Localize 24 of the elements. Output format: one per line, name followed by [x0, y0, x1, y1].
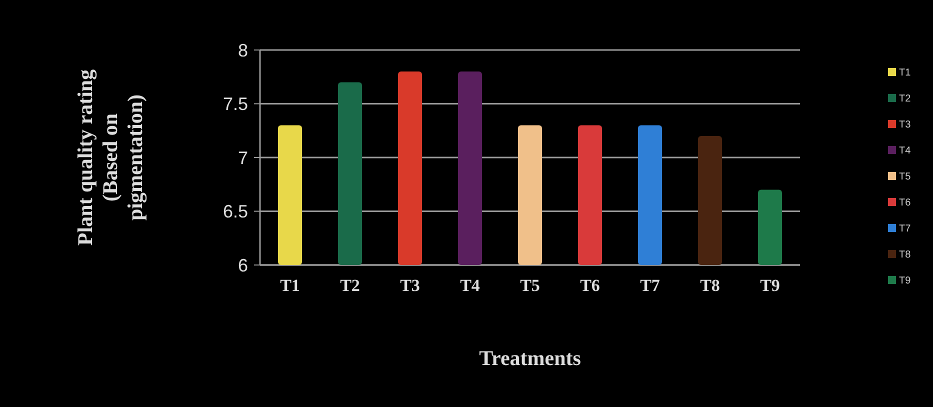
x-tick-label: T3 [400, 276, 420, 295]
legend-label: T8 [899, 250, 912, 260]
legend-label: T3 [899, 120, 912, 130]
y-tick-label: 6 [238, 255, 248, 276]
legend-label: T6 [899, 198, 912, 208]
legend-label: T1 [899, 68, 912, 78]
y-tick-label: 8 [238, 40, 248, 60]
y-tick-label: 6.5 [222, 202, 248, 222]
x-tick-label: T6 [580, 276, 600, 295]
x-tick-label: T8 [700, 276, 720, 295]
legend-label: T5 [899, 172, 912, 182]
x-tick-label: T1 [280, 276, 300, 295]
legend-label: T2 [899, 94, 912, 104]
y-tick-label: 7 [238, 148, 248, 168]
x-tick-label: T9 [760, 276, 780, 295]
x-tick-label: T7 [640, 276, 660, 295]
x-tick-label: T2 [340, 276, 360, 295]
y-tick-label: 7.5 [222, 94, 248, 114]
x-tick-label: T5 [520, 276, 540, 295]
legend-label: T7 [899, 224, 912, 234]
x-tick-label: T4 [460, 276, 480, 295]
x-axis-title: Treatments [479, 346, 581, 370]
y-axis-title: Plant quality rating (Based on pigmentation) [73, 68, 147, 246]
legend-label: T4 [899, 146, 912, 156]
